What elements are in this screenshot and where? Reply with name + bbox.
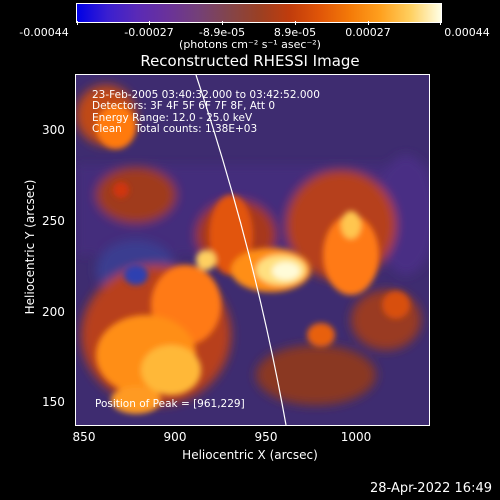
colorbar-tick-label: 0.00027 <box>345 26 391 39</box>
info-energy-range: Energy Range: 12.0 - 25.0 keV <box>92 112 253 124</box>
x-tick-label: 950 <box>254 430 278 444</box>
colorbar-tick-label: -0.00044 <box>19 26 69 39</box>
y-tick-label: 200 <box>42 305 65 319</box>
info-detectors: Detectors: 3F 4F 5F 6F 7F 8F, Att 0 <box>92 100 276 112</box>
y-tick-label: 300 <box>42 123 65 137</box>
image-plot-area <box>75 74 430 426</box>
info-date-range: 23-Feb-2005 03:40:32.000 to 03:42:52.000 <box>92 89 320 101</box>
colorbar-tick-mark <box>222 21 223 25</box>
colorbar-tick-mark <box>295 21 296 25</box>
solar-limb-line <box>195 75 287 425</box>
colorbar-tick-mark <box>149 21 150 25</box>
x-tick-label: 850 <box>72 430 96 444</box>
x-tick-label: 900 <box>163 430 187 444</box>
y-tick-label: 250 <box>42 214 65 228</box>
colorbar-tick-mark <box>368 21 369 25</box>
y-axis-label: Heliocentric Y (arcsec) <box>23 179 37 315</box>
colorbar-units: (photons cm⁻² s⁻¹ asec⁻²) <box>179 38 321 51</box>
x-axis-label: Heliocentric X (arcsec) <box>182 448 318 462</box>
peak-position: Position of Peak = [961,229] <box>95 398 245 410</box>
colorbar-tick-label: -8.9e-05 <box>198 26 246 39</box>
colorbar-tick-label: 8.9e-05 <box>273 26 317 39</box>
colorbar-tick-mark <box>440 21 441 25</box>
timestamp: 28-Apr-2022 16:49 <box>370 481 492 496</box>
colorbar-tick-label: 0.00044 <box>444 26 490 39</box>
colorbar-tick-mark <box>77 21 78 25</box>
info-clean-counts: Clean Total counts: 1.38E+03 <box>92 123 258 135</box>
heatmap-image <box>76 75 429 425</box>
colorbar-tick-label: -0.00027 <box>124 26 174 39</box>
image-title: Reconstructed RHESSI Image <box>140 52 360 70</box>
colorbar <box>76 3 442 23</box>
y-tick-label: 150 <box>42 395 65 409</box>
x-tick-label: 1000 <box>340 430 372 444</box>
